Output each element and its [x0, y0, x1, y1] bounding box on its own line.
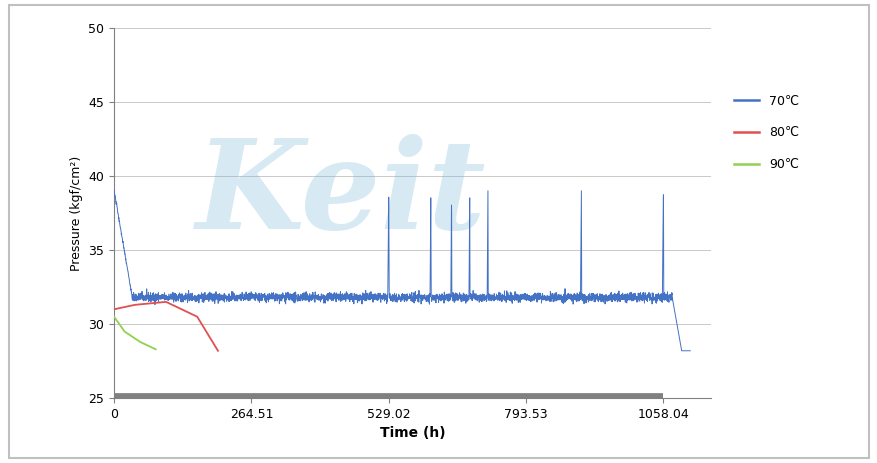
Y-axis label: Pressure (kgf/cm²): Pressure (kgf/cm²) [70, 156, 82, 270]
X-axis label: Time (h): Time (h) [380, 426, 445, 440]
Legend: 70℃, 80℃, 90℃: 70℃, 80℃, 90℃ [729, 89, 803, 176]
Text: Keit: Keit [196, 134, 486, 255]
